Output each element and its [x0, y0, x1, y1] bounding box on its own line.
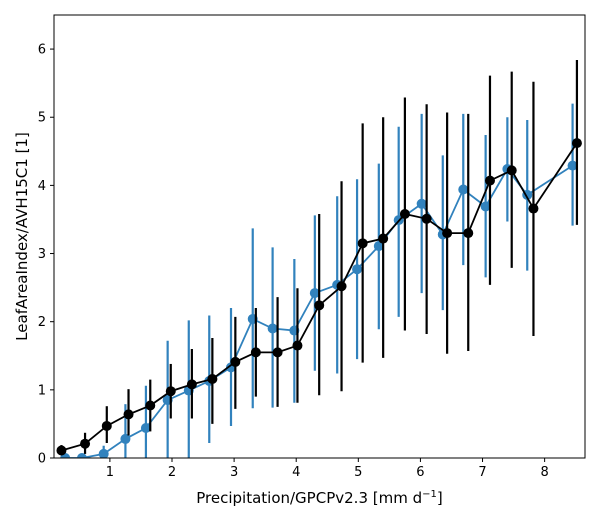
data-point — [120, 433, 131, 444]
x-tick-label: 7 — [478, 465, 486, 480]
data-point — [145, 400, 156, 411]
data-point — [250, 347, 261, 358]
x-axis-label-superscript: −1 — [422, 489, 437, 500]
data-point — [458, 184, 469, 195]
series-2 — [56, 59, 582, 456]
y-tick-label: 6 — [38, 43, 46, 58]
y-tick-label: 5 — [38, 111, 46, 126]
data-point — [56, 445, 67, 456]
x-axis-label-end: ] — [437, 489, 443, 507]
data-point — [352, 264, 363, 275]
data-point — [230, 356, 241, 367]
x-axis-label: Precipitation/GPCPv2.3 [mm d−1] — [196, 489, 442, 507]
y-tick-label: 0 — [38, 452, 46, 467]
data-point — [484, 175, 495, 186]
x-tick-label: 5 — [354, 465, 362, 480]
data-point — [567, 160, 578, 171]
x-tick-label: 6 — [416, 465, 424, 480]
data-point — [272, 347, 283, 358]
chart-marks — [56, 59, 582, 458]
y-axis-label: LeafAreaIndex/AVH15C1 [1] — [13, 132, 31, 341]
plot-frame — [53, 14, 586, 459]
data-point — [528, 203, 539, 214]
x-axis: 1 2 3 4 5 6 7 8 — [106, 458, 549, 480]
data-point — [140, 423, 151, 434]
data-point — [421, 213, 432, 224]
x-tick-label: 1 — [106, 465, 114, 480]
x-tick-label: 8 — [540, 465, 548, 480]
x-tick-label: 3 — [230, 465, 238, 480]
y-tick-label: 1 — [38, 383, 46, 398]
x-tick-label: 2 — [168, 465, 176, 480]
data-point — [357, 238, 368, 249]
data-point — [571, 138, 582, 149]
x-axis-label-text: Precipitation/GPCPv2.3 [mm d — [196, 489, 422, 507]
data-point — [480, 201, 491, 212]
data-point — [463, 228, 474, 239]
x-tick-label: 4 — [292, 465, 300, 480]
data-point — [378, 233, 389, 244]
data-point — [292, 340, 303, 351]
data-point — [165, 386, 176, 397]
data-point — [207, 373, 218, 384]
data-point — [399, 209, 410, 220]
data-point — [506, 165, 517, 176]
data-point — [336, 281, 347, 292]
data-point — [101, 420, 112, 431]
data-point — [309, 288, 320, 299]
data-point — [80, 438, 91, 449]
data-point — [416, 198, 427, 209]
y-tick-label: 3 — [38, 247, 46, 262]
data-point — [123, 409, 134, 420]
y-axis: 0 1 2 3 4 5 6 — [38, 43, 54, 467]
data-point — [76, 453, 87, 458]
data-point — [186, 379, 197, 390]
data-point — [314, 300, 325, 311]
y-tick-label: 4 — [38, 179, 46, 194]
data-point — [442, 228, 453, 239]
data-point — [267, 323, 278, 334]
y-tick-label: 2 — [38, 315, 46, 330]
data-point — [373, 241, 384, 252]
data-point — [98, 448, 109, 458]
